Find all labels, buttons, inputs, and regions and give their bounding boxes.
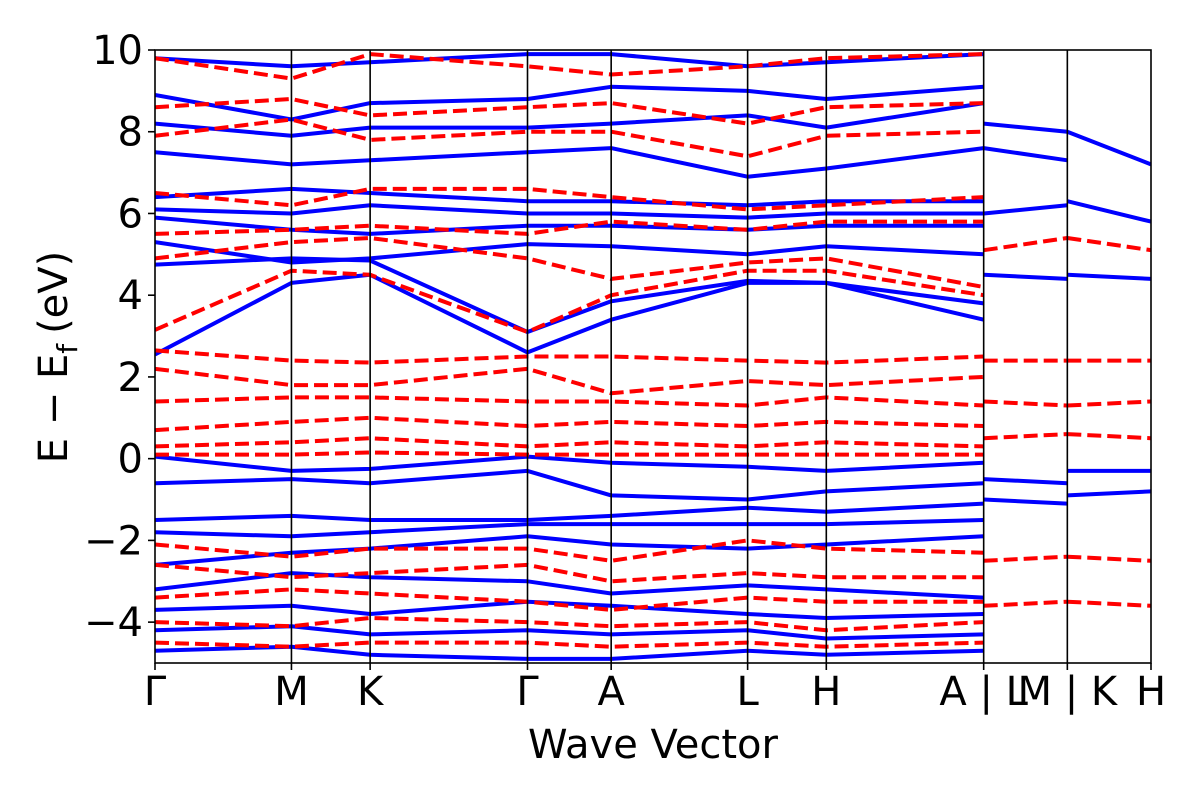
y-tick-label: 6: [118, 191, 143, 237]
x-tick-label: M | K: [1018, 669, 1119, 715]
y-axis-label-main: E − E: [31, 354, 77, 464]
spin-up-band-14: [155, 534, 984, 567]
spin-down-band-7: [155, 348, 984, 365]
spin-up-band-6: [155, 146, 984, 179]
spin-up-band-18: [155, 644, 984, 661]
x-axis-label: Wave Vector: [528, 722, 779, 768]
spin-down-band-5: [155, 97, 984, 126]
spin-up-band-4: [155, 203, 984, 220]
spin-down-band-15: [155, 587, 984, 612]
x-tick-label: A | L: [939, 669, 1028, 715]
x-tick-label: H: [811, 669, 841, 715]
y-axis-label-subscript: f: [51, 343, 84, 354]
spin-down-band-11: [155, 436, 984, 449]
spin-down-band-21: [983, 236, 1068, 253]
spin-down-band-25: [1067, 399, 1151, 408]
spin-down-band-9: [155, 395, 984, 408]
plot-background: [155, 50, 1151, 663]
x-tick-label: L: [736, 669, 759, 715]
spin-up-band-2: [155, 240, 984, 265]
x-tick-label: A: [597, 669, 625, 715]
y-axis-ticks: −4 −2 0 2 4 6 8 10: [84, 28, 155, 646]
spin-down-band-12: [155, 450, 984, 457]
spin-up-band-28: [1066, 199, 1151, 224]
spin-up-band-10: [155, 454, 984, 473]
bands-layer: [155, 52, 1151, 661]
spin-up-band-21: [983, 272, 1068, 281]
y-tick-label: 10: [92, 28, 143, 74]
y-tick-label: −4: [84, 600, 143, 646]
spin-up-band-13: [155, 518, 984, 539]
spin-down-band-17: [155, 640, 984, 649]
spin-up-band-11: [155, 468, 984, 502]
spin-down-band-26: [1067, 432, 1151, 441]
spin-down-band-23: [983, 599, 1068, 608]
y-tick-label: 8: [118, 110, 143, 156]
spin-down-band-16: [155, 616, 984, 633]
spin-down-band-8: [155, 366, 984, 396]
spin-up-band-8: [155, 84, 984, 122]
spin-up-band-16: [155, 599, 984, 620]
spin-down-band-1: [155, 236, 985, 289]
spin-up-band-20: [983, 497, 1068, 506]
y-tick-label: 0: [118, 437, 143, 483]
high-symmetry-lines: [290, 50, 1069, 663]
x-tick-label: M: [274, 669, 309, 715]
spin-up-band-19: [983, 477, 1068, 486]
x-axis-ticks: Γ M K Γ A L H A | LM | K H: [144, 663, 1166, 715]
spin-up-band-29: [1066, 129, 1151, 167]
spin-down-band-2: [155, 219, 984, 236]
spin-down-band-4: [155, 117, 984, 159]
spin-down-band-28: [1067, 554, 1151, 563]
spin-up-band-17: [155, 624, 984, 641]
spin-up-band-1: [155, 256, 984, 334]
spin-down-band-3: [155, 186, 984, 212]
y-tick-label: −2: [84, 518, 143, 564]
spin-down-band-6: [155, 52, 984, 81]
spin-down-band-20: [983, 432, 1068, 441]
spin-down-band-22: [983, 554, 1068, 563]
x-tick-label: Γ: [516, 669, 539, 715]
x-tick-label: K: [357, 669, 385, 715]
spin-down-band-29: [1067, 599, 1151, 608]
spin-down-band-19: [983, 399, 1068, 408]
spin-up-band-24: [983, 121, 1068, 134]
y-tick-label: 2: [118, 355, 143, 401]
spin-up-band-27: [1067, 272, 1151, 281]
y-tick-label: 4: [118, 273, 143, 319]
spin-up-band-9: [155, 52, 984, 69]
plot-frame: [154, 49, 1152, 664]
spin-down-band-0: [155, 268, 985, 334]
x-tick-label: Γ: [144, 669, 167, 715]
y-axis-label-unit: (eV): [31, 251, 77, 334]
spin-up-band-22: [983, 203, 1068, 216]
spin-up-band-5: [155, 186, 984, 208]
spin-down-band-27: [1067, 236, 1151, 253]
spin-up-band-7: [155, 101, 985, 138]
spin-up-band-26: [1067, 489, 1151, 498]
spin-down-band-13: [155, 538, 984, 563]
spin-up-band-12: [155, 501, 984, 522]
spin-down-band-10: [155, 415, 984, 433]
x-tick-label: H: [1136, 669, 1166, 715]
spin-up-band-23: [983, 146, 1068, 163]
spin-up-band-15: [155, 571, 984, 600]
y-axis-label: E − Ef (eV): [31, 251, 84, 464]
spin-down-band-14: [155, 562, 984, 584]
